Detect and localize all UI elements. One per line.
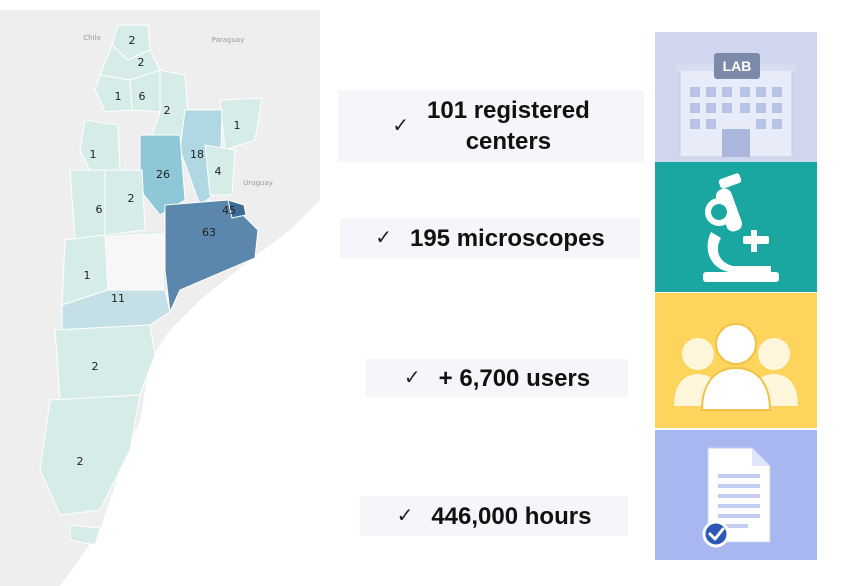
count-label: 2 [164, 104, 171, 117]
count-label: 11 [111, 292, 125, 305]
province-tucuman [94, 74, 133, 113]
argentina-map: Chile Paraguay Uruguay 2 2 1 6 2 1 1 18 … [0, 10, 320, 586]
count-label: 6 [139, 90, 146, 103]
lab-tile: LAB [655, 32, 817, 162]
check-icon: ✓ [392, 114, 409, 137]
check-icon: ✓ [403, 366, 421, 389]
users-group-icon [674, 322, 798, 411]
count-label: 4 [215, 165, 222, 178]
count-label: 2 [128, 192, 135, 205]
count-label: 2 [138, 56, 145, 69]
stat-registered-centers: ✓ 101 registered centers [338, 90, 644, 162]
stat-text: 195 microscopes [409, 224, 605, 252]
document-tile [655, 430, 817, 560]
document-check-icon [702, 447, 771, 548]
stat-text: + 6,700 users [438, 364, 591, 392]
check-icon: ✓ [396, 504, 414, 527]
microscope-icon [703, 172, 779, 282]
stat-microscopes: ✓ 195 microscopes [340, 218, 640, 258]
province-san-luis [104, 169, 146, 236]
count-label: 2 [129, 34, 136, 47]
lab-sign-label: LAB [723, 58, 752, 74]
country-label-paraguay: Paraguay [212, 36, 245, 44]
stat-line: centers [465, 128, 552, 155]
count-label: 1 [84, 269, 91, 282]
microscope-tile [655, 162, 817, 292]
count-label: 1 [115, 90, 122, 103]
count-label: 6 [96, 203, 103, 216]
stat-text: 446,000 hours [431, 502, 592, 530]
count-label: 1 [90, 148, 97, 161]
count-label: 26 [156, 168, 170, 181]
country-label-uruguay: Uruguay [243, 179, 273, 187]
province-entre-rios [204, 144, 236, 196]
count-label: 18 [190, 148, 204, 161]
count-label: 2 [77, 455, 84, 468]
stat-users: ✓ + 6,700 users [366, 359, 628, 397]
count-label: 1 [234, 119, 241, 132]
users-tile [655, 293, 817, 428]
province-caba [227, 199, 247, 219]
stat-text: 101 registered centers [427, 95, 590, 157]
lab-building-icon: LAB [676, 53, 796, 157]
province-misiones [219, 97, 263, 151]
count-label: 2 [92, 360, 99, 373]
count-label: 45 [222, 204, 236, 217]
country-label-chile: Chile [83, 34, 101, 42]
province-tierra-del-fuego [69, 524, 101, 546]
check-icon: ✓ [375, 226, 392, 249]
stat-hours: ✓ 446,000 hours [360, 496, 628, 536]
stat-line: 101 registered [427, 97, 590, 124]
province-empty [104, 231, 166, 291]
count-label: 63 [202, 226, 216, 239]
province-santa-cruz [39, 394, 141, 516]
province-chubut [54, 324, 156, 401]
